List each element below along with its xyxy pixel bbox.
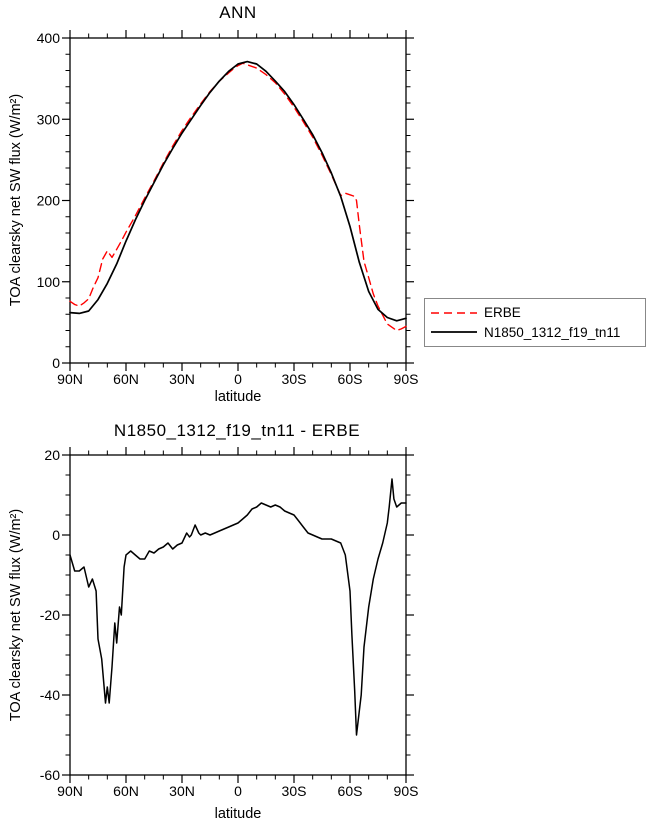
chart-plot-0: 90N 60N 30N 0 30S 60S 90S 0 100 200 300 400	[37, 30, 419, 387]
x-tick-label: 90S	[394, 371, 419, 387]
x-tick-label: 30N	[169, 371, 195, 387]
x-tick-label: 0	[234, 783, 242, 799]
y-tick-label: 20	[44, 447, 60, 463]
y-tick-label: 100	[37, 274, 61, 290]
legend-entry-model: N1850_1312_f19_tn11	[425, 325, 645, 340]
y-tick-label: 400	[37, 30, 61, 46]
legend-entry-erbe: ERBE	[425, 305, 645, 320]
y-tick-label: -20	[40, 607, 60, 623]
legend: ERBE N1850_1312_f19_tn11	[424, 298, 646, 347]
y-tick-label: 0	[52, 355, 60, 371]
bottom-chart-x-axis-label: latitude	[214, 806, 262, 822]
series-line-N1850_1312_f19_tn11	[69, 60, 407, 322]
model-solid-line-icon	[431, 331, 477, 334]
x-tick-label: 0	[234, 371, 242, 387]
series-line-ERBE	[69, 62, 407, 332]
y-tick-label: -40	[40, 687, 60, 703]
x-tick-label: 60N	[113, 371, 139, 387]
erbe-dashed-line-icon	[431, 312, 477, 314]
top-chart-title: ANN	[219, 3, 257, 22]
y-tick-label: 0	[52, 527, 60, 543]
bottom-chart-title: N1850_1312_f19_tn11 - ERBE	[113, 421, 361, 440]
x-tick-label: 30S	[282, 371, 307, 387]
series-line-N1850_1312_f19_tn11 - ERBE	[69, 478, 407, 736]
y-tick-label: 300	[37, 111, 61, 127]
x-tick-label: 90N	[57, 371, 83, 387]
y-tick-label: 200	[37, 193, 61, 209]
legend-label-erbe: ERBE	[484, 305, 521, 321]
bottom-chart-y-axis-label: TOA clearsky net SW flux (W/m²)	[8, 508, 24, 722]
plot-frame	[69, 454, 407, 776]
chart-plot-1: 90N 60N 30N 0 30S 60S 90S -60 -40 -20 0 20	[40, 447, 419, 799]
plot-frame	[69, 37, 407, 364]
x-tick-label: 90S	[394, 783, 419, 799]
top-chart-y-axis-label: TOA clearsky net SW flux (W/m²)	[8, 93, 24, 307]
x-tick-label: 30N	[169, 783, 195, 799]
legend-label-model: N1850_1312_f19_tn11	[484, 324, 621, 340]
top-chart-x-axis-label: latitude	[214, 389, 262, 405]
y-tick-label: -60	[40, 767, 60, 783]
x-tick-label: 60S	[338, 783, 363, 799]
x-tick-label: 90N	[57, 783, 83, 799]
x-tick-label: 60N	[113, 783, 139, 799]
x-tick-label: 60S	[338, 371, 363, 387]
x-tick-label: 30S	[282, 783, 307, 799]
